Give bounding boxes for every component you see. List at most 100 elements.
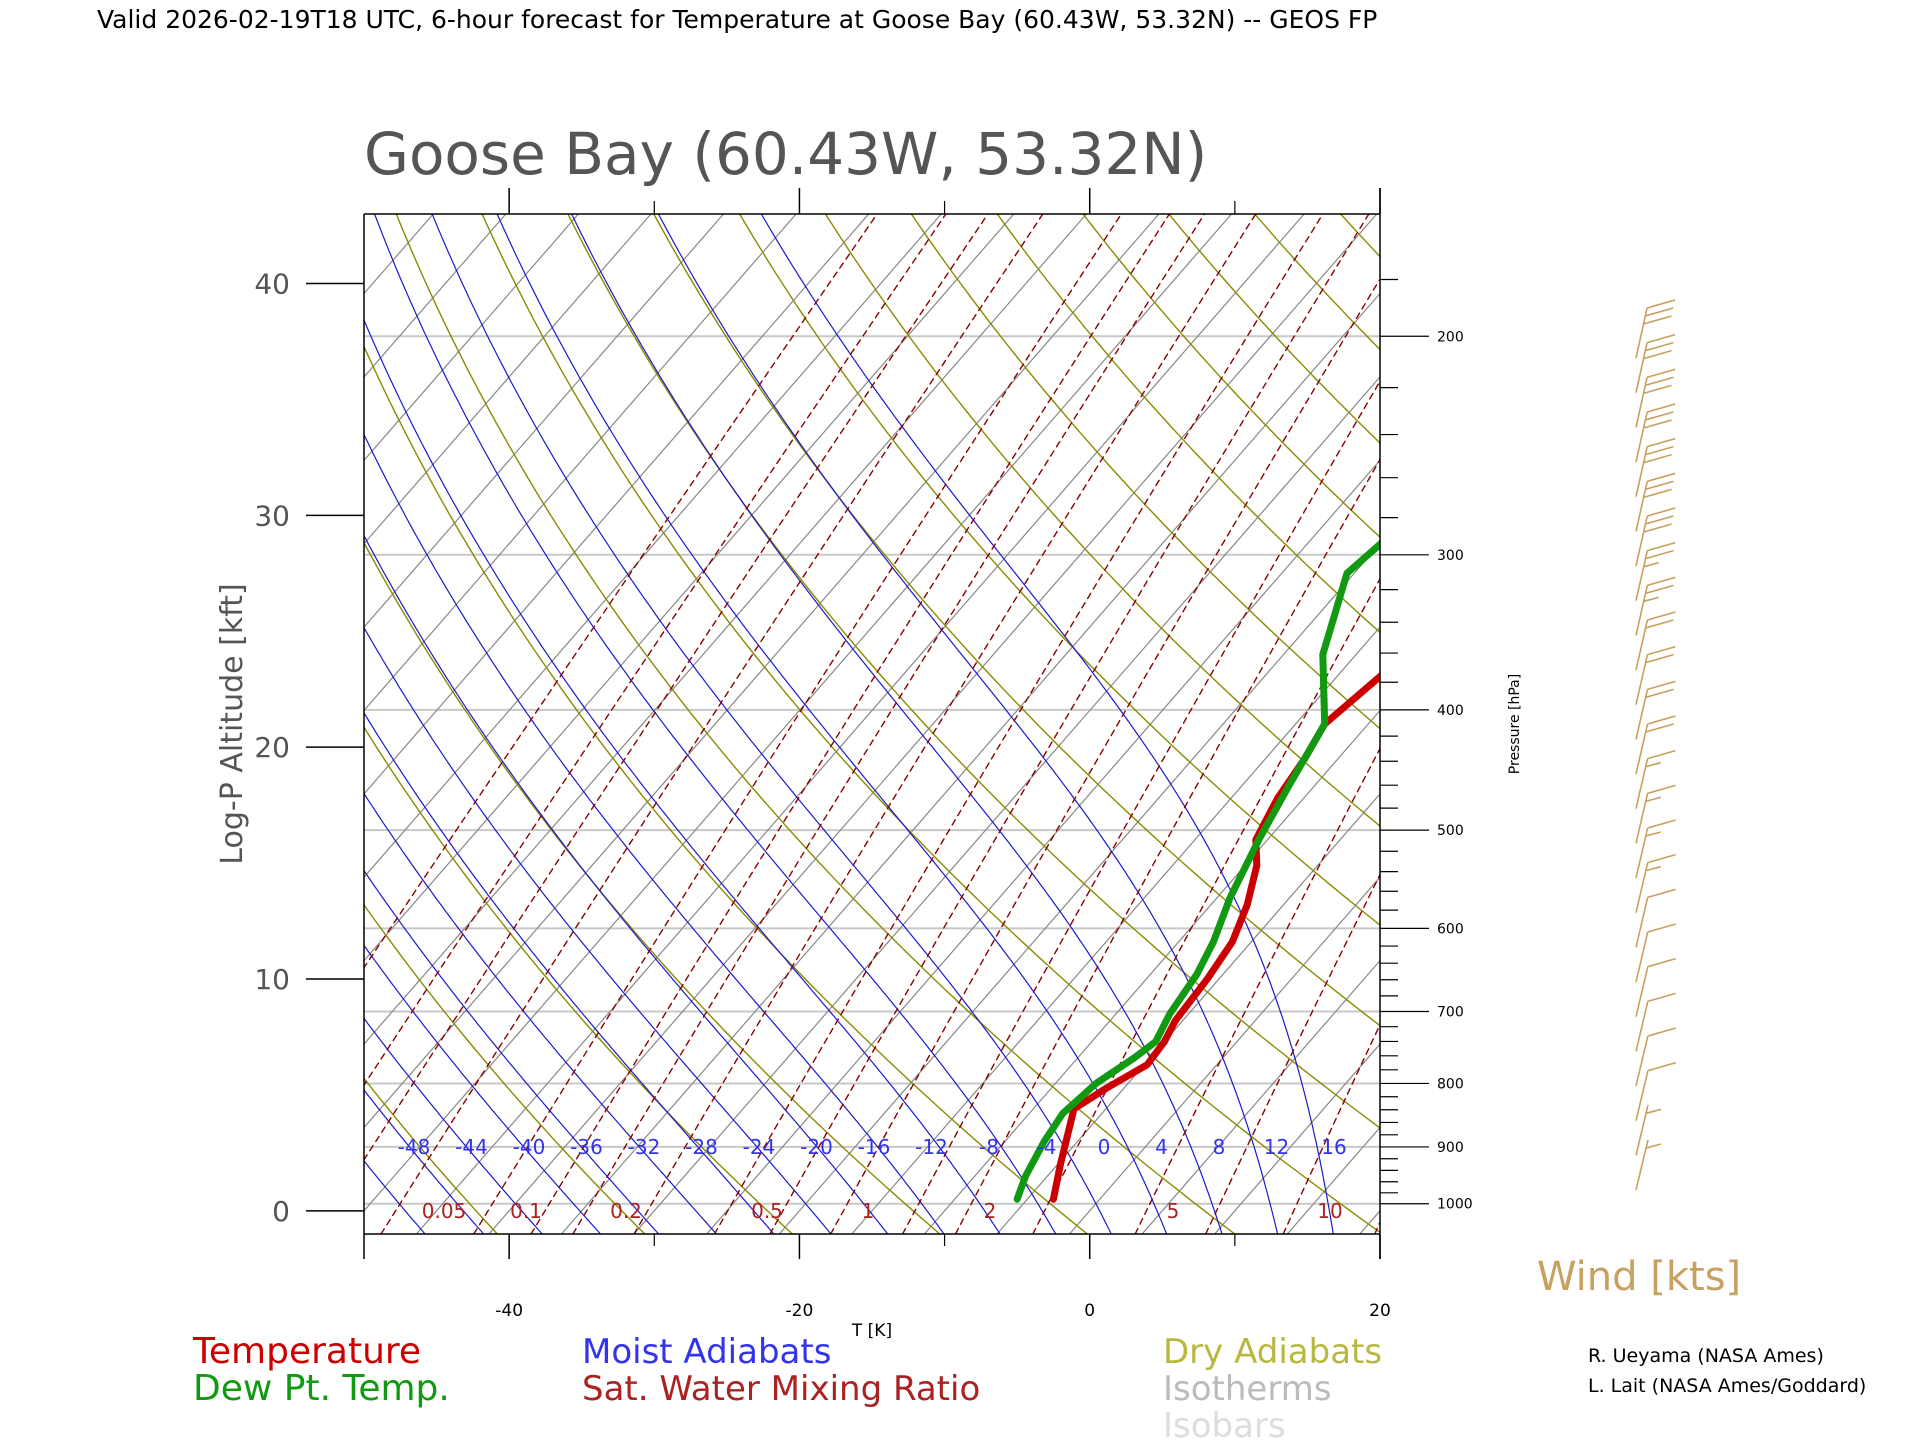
legend-moist-adiabats: Moist Adiabats xyxy=(582,1332,831,1372)
dry-adiabat-line xyxy=(1598,214,1920,1234)
data-series xyxy=(1017,214,1920,1199)
wind-barb xyxy=(1636,785,1676,843)
isotherm-line xyxy=(54,214,942,1234)
wind-barb-flag xyxy=(1646,724,1674,732)
wind-barb-half-flag xyxy=(1646,1144,1661,1148)
moist-adiabat-line xyxy=(638,174,1279,1240)
isotherm-line xyxy=(0,214,361,1234)
moist-adiabat-label: 8 xyxy=(1213,1135,1226,1159)
wind-barb-flag xyxy=(1644,489,1672,497)
isotherm-line xyxy=(1505,214,1920,1234)
mixing-ratio-label: 0.1 xyxy=(510,1199,542,1223)
pressure-tick-label: 400 xyxy=(1437,703,1464,719)
moist-adiabat-label: -28 xyxy=(685,1135,718,1159)
isotherm-line xyxy=(1215,214,1920,1234)
mixing-ratio-line xyxy=(381,214,1043,1234)
y-tick-label: 10 xyxy=(254,963,290,996)
moist-adiabat-label: -44 xyxy=(455,1135,488,1159)
isotherm-line xyxy=(0,214,70,1234)
pressure-tick-label: 1000 xyxy=(1437,1197,1473,1213)
moist-adiabat-label: -16 xyxy=(858,1135,891,1159)
x-tick-label: 0 xyxy=(1084,1301,1095,1321)
wind-barb-flag xyxy=(1645,481,1673,489)
wind-barb xyxy=(1636,855,1676,913)
wind-barb-half-flag xyxy=(1644,563,1659,567)
legend-isobars: Isobars xyxy=(1163,1406,1286,1440)
wind-barb-flag xyxy=(1648,889,1676,897)
wind-barb xyxy=(1636,889,1676,947)
wind-legend: Wind [kts] xyxy=(1537,1254,1741,1300)
pressure-tick-label: 800 xyxy=(1437,1076,1464,1092)
y-axis-label: Log-P Altitude [kft] xyxy=(215,583,250,864)
moist-adiabat-label: -24 xyxy=(743,1135,776,1159)
wind-barb-flag xyxy=(1648,1028,1676,1036)
moist-adiabat-label: -40 xyxy=(513,1135,546,1159)
wind-barb xyxy=(1636,1028,1676,1086)
wind-barb-flag xyxy=(1648,820,1676,828)
mixing-ratio-line xyxy=(1283,214,1788,1234)
wind-barb xyxy=(1636,751,1676,809)
dry-adiabat-line xyxy=(53,214,645,1234)
legend-temperature: Temperature xyxy=(192,1331,421,1372)
pressure-tick-label: 600 xyxy=(1437,921,1464,937)
legend-mixing-ratio: Sat. Water Mixing Ratio xyxy=(582,1369,980,1409)
wind-barbs xyxy=(1636,300,1676,1190)
pressure-axis-label: Pressure [hPa] xyxy=(1507,674,1523,774)
pressure-tick-label: 500 xyxy=(1437,823,1464,839)
isotherm-line xyxy=(0,214,143,1234)
isotherm-line xyxy=(0,214,216,1234)
y-tick-label: 40 xyxy=(254,268,290,301)
mixing-ratio-label: 5 xyxy=(1167,1199,1180,1223)
wind-barb-flag xyxy=(1648,855,1676,863)
isotherm-line xyxy=(1287,214,1920,1234)
wind-barb-flag xyxy=(1648,785,1676,793)
wind-barb-flag xyxy=(1644,524,1672,532)
wind-barb-flag xyxy=(1647,647,1675,655)
wind-barb-flag xyxy=(1647,508,1675,516)
moist-adiabat-label: -4 xyxy=(1037,1135,1057,1159)
wind-barb-flag xyxy=(1648,993,1676,1001)
moist-adiabat-line xyxy=(31,174,607,1240)
moist-adiabat-line xyxy=(739,174,1335,1240)
wind-barb-flag xyxy=(1647,681,1675,689)
wind-barb-half-flag xyxy=(1646,797,1661,801)
isotherm-line xyxy=(0,214,796,1234)
wind-barb-flag xyxy=(1647,543,1675,551)
dry-adiabat-line xyxy=(396,214,1235,1234)
mixing-ratio-line xyxy=(634,214,1256,1234)
wind-barb-flag xyxy=(1645,412,1673,420)
isotherm-line xyxy=(779,214,1667,1234)
wind-barb-flag xyxy=(1646,689,1674,697)
dewpoint-line xyxy=(1017,214,1819,1199)
isotherm-line xyxy=(416,214,1304,1234)
credit-line-1: R. Ueyama (NASA Ames) xyxy=(1588,1345,1824,1367)
moist-adiabat-label: 16 xyxy=(1321,1135,1346,1159)
wind-barb-flag xyxy=(1645,447,1673,455)
wind-barb-half-flag xyxy=(1646,832,1661,836)
isotherm-line xyxy=(0,214,578,1234)
temperature-line xyxy=(1053,263,1920,1199)
wind-barb-flag xyxy=(1646,655,1674,663)
isotherm-line xyxy=(126,214,1014,1234)
x-axis-label: T [K] xyxy=(851,1321,892,1341)
isotherm-line xyxy=(634,214,1522,1234)
wind-barb-flag xyxy=(1644,351,1672,359)
wind-barb-flag xyxy=(1647,300,1675,308)
wind-barb-flag xyxy=(1644,385,1672,393)
wind-barb-flag xyxy=(1645,516,1673,524)
dry-adiabat-line xyxy=(826,214,1920,1234)
dry-adiabat-line xyxy=(1341,214,1920,1234)
dry-adiabat-line xyxy=(1684,214,1920,1234)
isotherm-line xyxy=(1142,214,1920,1234)
isotherm-line xyxy=(924,214,1812,1234)
wind-barb xyxy=(1636,820,1676,878)
wind-barb-flag xyxy=(1645,377,1673,385)
wind-barb xyxy=(1636,612,1675,670)
wind-barb xyxy=(1636,404,1675,462)
wind-barb xyxy=(1636,300,1675,358)
y-tick-label: 0 xyxy=(272,1195,290,1228)
dry-adiabat-line xyxy=(1512,214,1920,1234)
wind-barb-flag xyxy=(1645,343,1673,351)
wind-barb xyxy=(1636,1140,1661,1190)
